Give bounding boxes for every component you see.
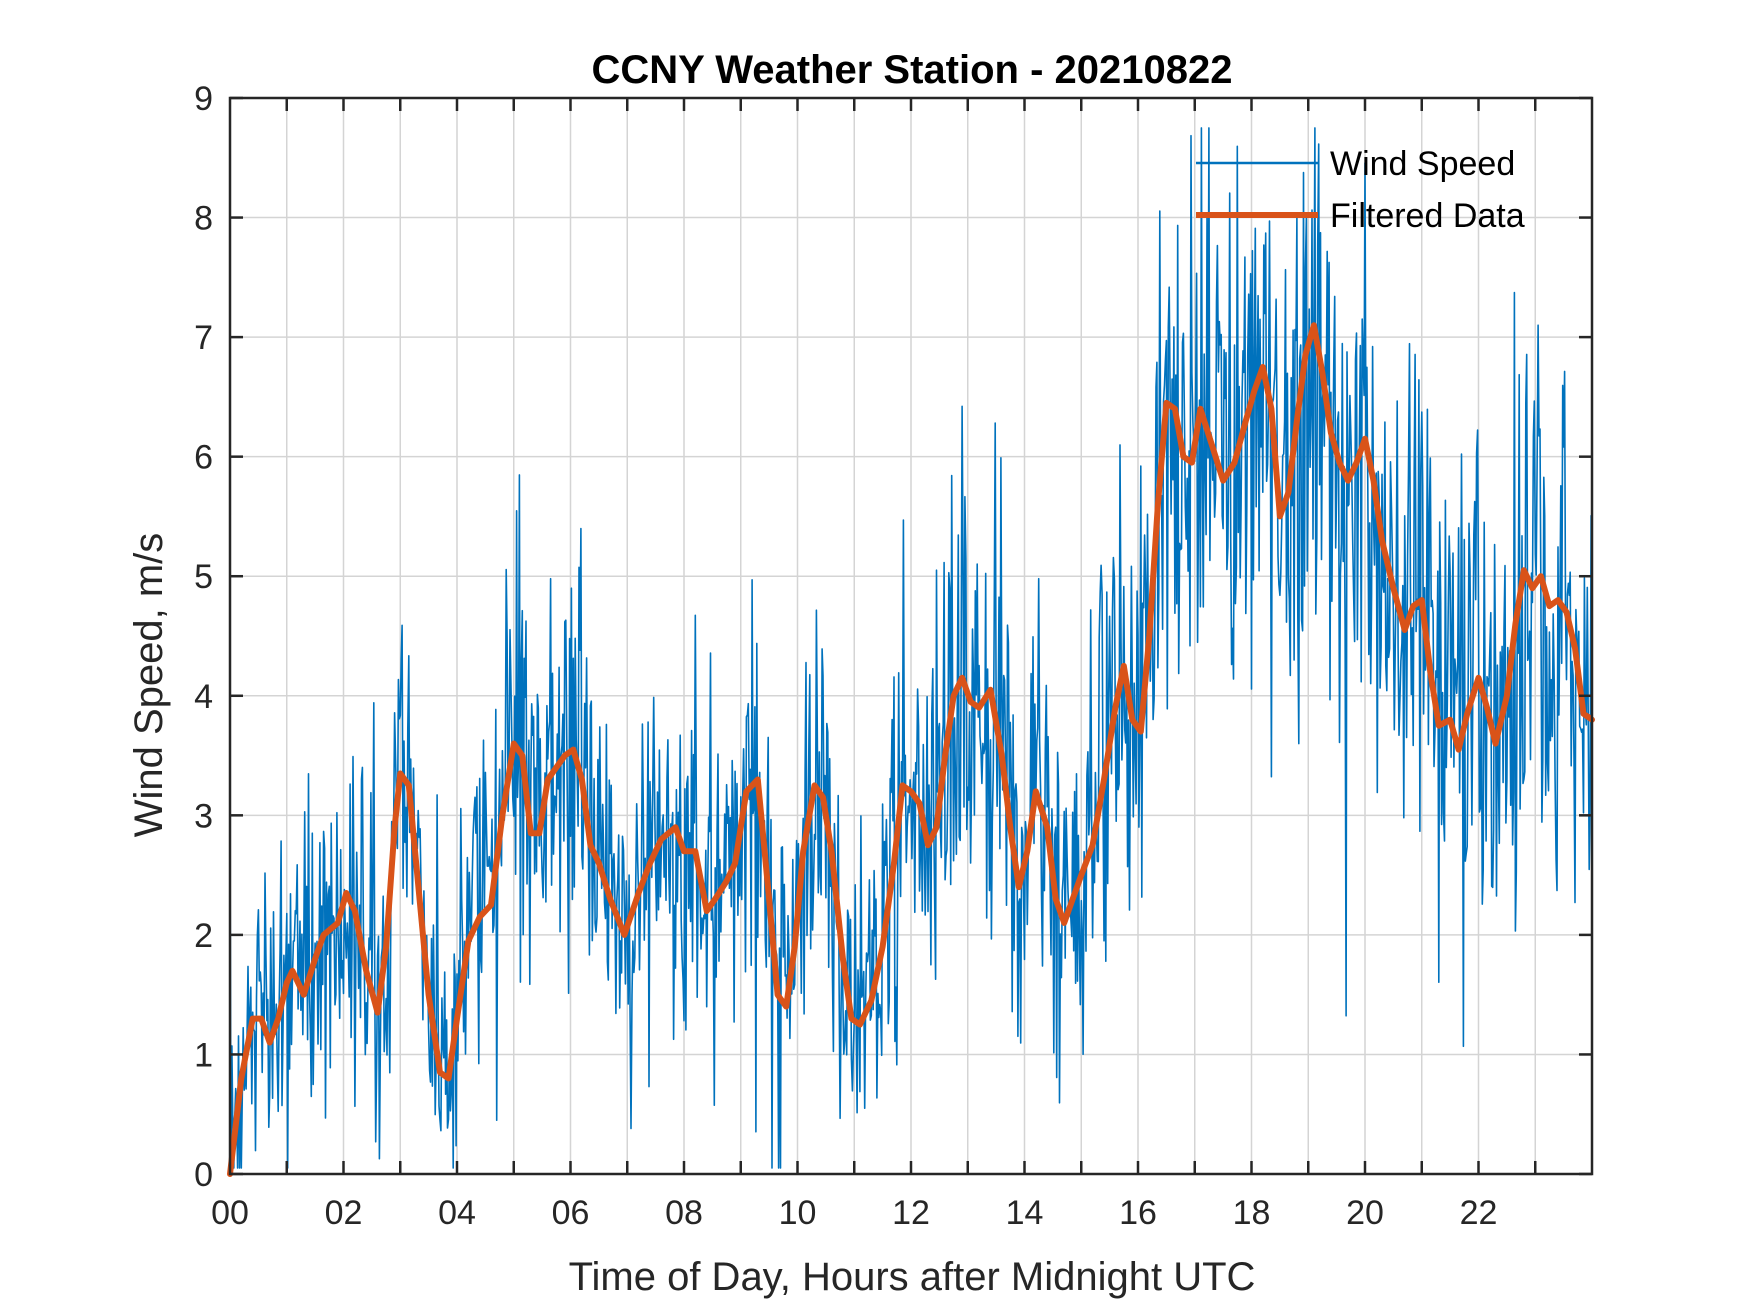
y-axis-label: Wind Speed, m/s: [127, 533, 171, 838]
x-tick-label: 22: [1460, 1194, 1498, 1232]
y-tick-label: 5: [194, 558, 213, 596]
x-tick-label: 18: [1233, 1194, 1271, 1232]
y-tick-label: 3: [194, 797, 213, 835]
x-tick-label: 06: [552, 1194, 590, 1232]
x-tick-label: 12: [892, 1194, 930, 1232]
legend: Wind Speed Filtered Data: [1196, 145, 1525, 235]
y-tick-label: 9: [194, 80, 213, 118]
y-tick-label: 8: [194, 200, 213, 238]
x-tick-label: 20: [1346, 1194, 1384, 1232]
x-tick-label: 14: [1006, 1194, 1044, 1232]
y-tick-label: 0: [194, 1156, 213, 1194]
legend-label-wind-speed: Wind Speed: [1330, 145, 1515, 183]
x-tick-label: 00: [211, 1194, 249, 1232]
y-tick-label: 7: [194, 319, 213, 357]
y-tick-label: 2: [194, 917, 213, 955]
x-tick-label: 10: [779, 1194, 817, 1232]
y-axis-ticks: 0 1 2 3 4 5 6 7 8 9: [194, 80, 1592, 1194]
x-tick-label: 04: [438, 1194, 476, 1232]
series-line-wind-speed: [229, 127, 1593, 1169]
x-axis-label: Time of Day, Hours after Midnight UTC: [569, 1255, 1256, 1299]
x-tick-label: 16: [1119, 1194, 1157, 1232]
y-tick-label: 1: [194, 1036, 213, 1074]
x-tick-label: 08: [665, 1194, 703, 1232]
series-line-filtered-data: [227, 322, 1595, 1177]
y-tick-label: 6: [194, 439, 213, 477]
y-tick-label: 4: [194, 678, 213, 716]
series-layer: [227, 127, 1595, 1177]
x-axis-ticks: 00 02 04 06 08 10 12 14 16 18 20 22: [211, 98, 1537, 1232]
x-tick-label: 02: [325, 1194, 363, 1232]
chart-title: CCNY Weather Station - 20210822: [592, 48, 1233, 92]
legend-label-filtered-data: Filtered Data: [1330, 197, 1525, 235]
